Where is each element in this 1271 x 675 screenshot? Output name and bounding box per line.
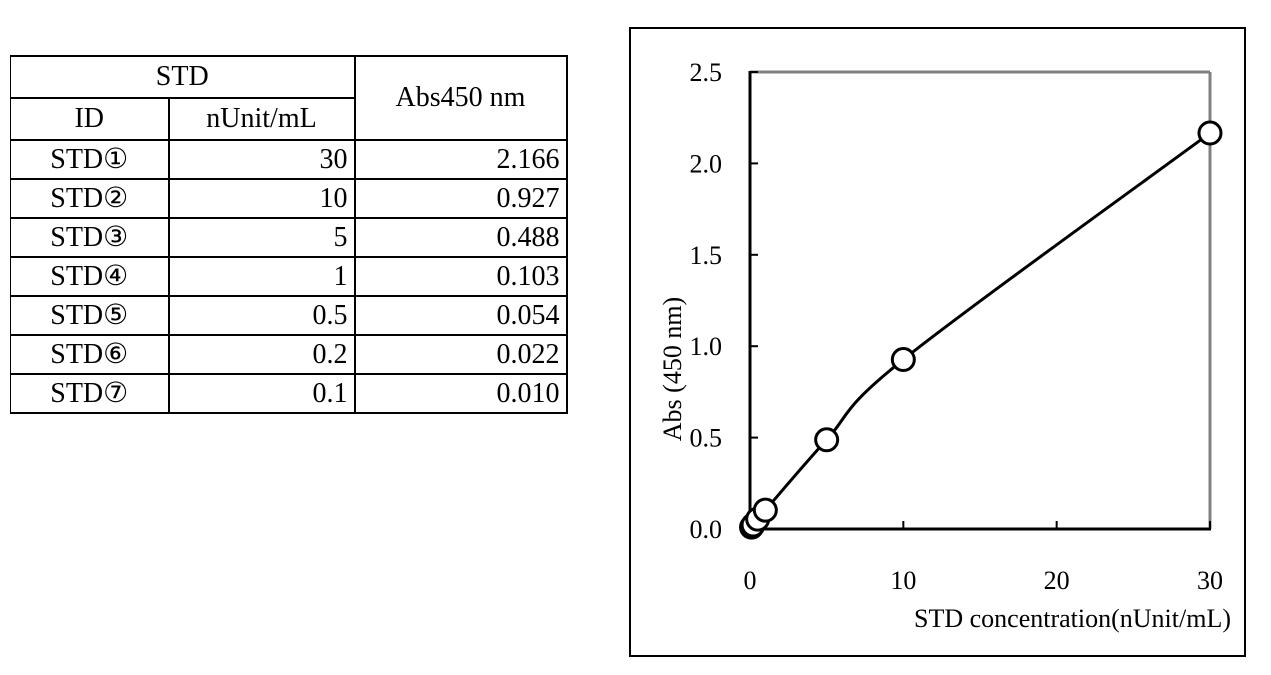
data-point [814,427,840,453]
cell-id: STD⑦ [10,373,170,414]
cell-conc: 0.2 [167,334,356,375]
cell-id: STD② [10,178,170,219]
cell-abs: 0.022 [353,334,568,375]
y-tick-label: 1.5 [690,241,723,270]
chart-frame: 0.0 0.5 1.0 1.5 2.0 2.5 0 10 20 30 STD concentra… [629,27,1246,657]
header-conc: nUnit/mL [167,97,356,141]
data-point [1197,120,1223,146]
table-row: STD② 10 0.927 [10,178,568,219]
x-axis-title: STD concentration(nUnit/mL) [914,604,1231,633]
cell-id: STD⑤ [10,295,170,336]
y-tick-label: 2.0 [690,149,723,178]
std-table: STD Abs450 nm ID nUnit/mL STD① 30 2.166 STD… [10,55,568,414]
x-tick-label: 30 [1197,566,1223,595]
table-header-row-2: ID nUnit/mL [10,97,567,141]
x-tick-label: 0 [744,566,757,595]
series-curve [750,131,1211,529]
table-row: STD④ 1 0.103 [10,256,568,297]
header-id: ID [10,97,170,141]
table-row: STD⑤ 0.5 0.054 [10,295,568,336]
y-tick-label: 0.5 [690,424,723,453]
header-abs: Abs450 nm [353,55,568,141]
cell-conc: 1 [167,256,356,297]
y-tick-label: 1.0 [690,332,723,361]
x-tick-label: 10 [890,566,916,595]
data-point [752,497,778,523]
y-axis: 0.0 0.5 1.0 1.5 2.0 2.5 [690,58,758,544]
cell-abs: 0.927 [353,178,568,219]
cell-id: STD④ [10,256,170,297]
y-axis-title: Abs (450 nm) [658,297,687,441]
series-line [750,131,1211,529]
cell-abs: 0.488 [353,217,568,258]
cell-abs: 0.054 [353,295,568,336]
y-tick-label: 2.5 [690,58,723,87]
table-row: STD⑥ 0.2 0.022 [10,334,568,375]
cell-abs: 0.010 [353,373,568,414]
table-header-row-1: STD Abs450 nm [10,55,568,141]
y-tick-label: 0.0 [690,515,723,544]
chart-svg: 0.0 0.5 1.0 1.5 2.0 2.5 0 10 20 30 STD concentra… [658,58,1231,633]
cell-conc: 0.1 [167,373,356,414]
cell-conc: 30 [167,139,356,180]
cell-abs: 2.166 [353,139,568,180]
data-point [890,347,916,373]
cell-id: STD⑥ [10,334,170,375]
plot-frame [748,70,1212,531]
cell-conc: 10 [167,178,356,219]
x-tick-label: 20 [1044,566,1070,595]
table-row: STD③ 5 0.488 [10,217,568,258]
cell-abs: 0.103 [353,256,568,297]
cell-conc: 0.5 [167,295,356,336]
series-points [739,120,1223,540]
cell-id: STD③ [10,217,170,258]
cell-id: STD① [10,139,170,180]
header-std-group: STD [10,55,356,99]
std-table-body: STD Abs450 nm ID nUnit/mL STD① 30 2.166 STD… [10,55,568,414]
table-row: STD① 30 2.166 [10,139,568,180]
table-row: STD⑦ 0.1 0.010 [10,373,568,414]
cell-conc: 5 [167,217,356,258]
x-axis: 0 10 20 30 [744,521,1223,595]
